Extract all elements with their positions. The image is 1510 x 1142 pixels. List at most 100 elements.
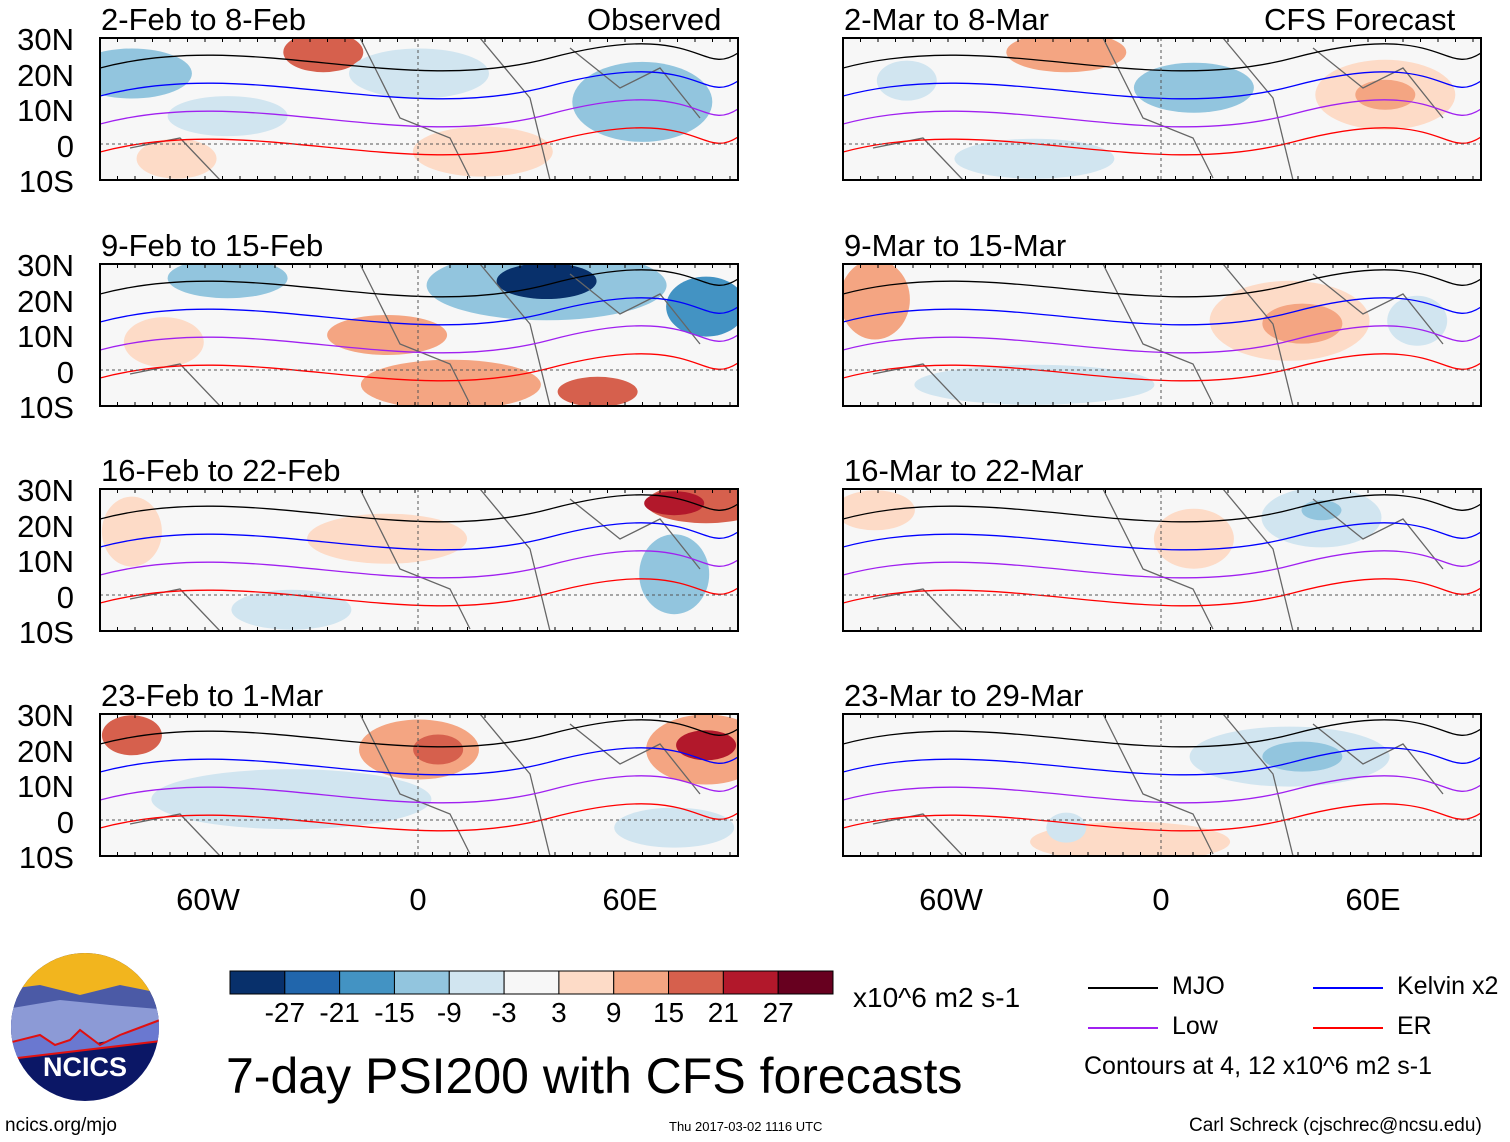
lon-label: 60W [176, 882, 240, 917]
coastline [129, 264, 701, 406]
anomaly-shading [557, 376, 638, 406]
lat-label: 0 [56, 128, 74, 164]
anomaly-shading [843, 490, 915, 531]
lon-label: 0 [409, 882, 427, 917]
coastline [129, 38, 701, 180]
lon-label: 60E [1345, 882, 1401, 917]
map-panel [842, 37, 1482, 181]
anomaly-shading [101, 496, 162, 567]
anomaly-shading [349, 48, 489, 99]
anomaly-shading [954, 138, 1115, 179]
lat-label: 0 [56, 804, 74, 840]
map-panel [842, 263, 1482, 407]
anomaly-shading [1133, 62, 1254, 113]
contour-line [843, 43, 1481, 72]
observed-label: Observed [587, 2, 722, 37]
contour-line [100, 522, 738, 551]
anomaly-shading [100, 48, 192, 99]
footer-url: ncics.org/mjo [5, 1115, 117, 1136]
lat-label: 30N [17, 698, 74, 733]
panel-title: 9-Feb to 15-Feb [101, 228, 324, 263]
contour-line [843, 578, 1481, 607]
contour-line [843, 297, 1481, 326]
anomaly-shading [231, 589, 352, 630]
colorbar-swatch [777, 970, 834, 995]
colorbar-label: -21 [319, 997, 360, 1028]
lon-label: 60E [602, 882, 658, 917]
contour-line [100, 550, 738, 579]
contour-line [100, 127, 738, 156]
anomaly-shading [136, 138, 217, 179]
colorbar-label: 3 [551, 997, 567, 1028]
colorbar-swatch [284, 970, 341, 995]
legend-label: Kelvin x2 [1397, 972, 1499, 1000]
lon-label: 60W [919, 882, 983, 917]
anomaly-shading [412, 126, 553, 177]
anomaly-shading [843, 264, 910, 340]
anomaly-shading [666, 276, 738, 337]
contour-line [843, 71, 1481, 100]
anomaly-shading [151, 769, 432, 830]
contour-line [100, 775, 738, 804]
anomaly-shading [413, 734, 464, 765]
colorbar-label: 9 [605, 997, 622, 1028]
colorbar-swatch [503, 970, 560, 995]
contour-line [843, 494, 1481, 523]
panel-frame [842, 37, 1482, 181]
logo-text: NCICS [43, 1052, 127, 1082]
contour-line [843, 325, 1481, 354]
colorbar-label: 27 [762, 997, 794, 1028]
lat-label: 30N [17, 473, 74, 508]
contour-line [100, 719, 738, 748]
colorbar-label: -15 [374, 997, 415, 1028]
panel-frame [99, 488, 739, 632]
panel-frame [842, 263, 1482, 407]
anomaly-shading [1262, 741, 1343, 772]
panel-title: 9-Mar to 15-Mar [844, 228, 1067, 263]
lat-label: 20N [17, 733, 74, 769]
coastline [872, 714, 1444, 856]
anomaly-shading [639, 534, 710, 615]
panel-title: 2-Feb to 8-Feb [101, 2, 307, 37]
map-background [843, 489, 1481, 631]
colorbar-label: -3 [491, 997, 517, 1028]
anomaly-shading [644, 491, 705, 516]
contour-line [100, 747, 738, 776]
contour-line [100, 353, 738, 382]
contour-line [100, 43, 738, 72]
anomaly-shading [327, 315, 448, 355]
coastline [872, 264, 1444, 406]
contour-line [843, 269, 1481, 298]
contour-line [100, 269, 738, 298]
colorbar-swatch [558, 970, 615, 995]
colorbar-label: 15 [652, 997, 685, 1028]
lat-label: 20N [17, 57, 74, 93]
contour-line [100, 578, 738, 607]
anomaly-shading [123, 317, 204, 368]
legend-label: Low [1172, 1012, 1218, 1040]
contour-line [100, 297, 738, 326]
anomaly-shading [307, 513, 468, 564]
contour-line [100, 71, 738, 100]
colorbar-swatch [613, 970, 670, 995]
figure-title: 7-day PSI200 with CFS forecasts [226, 1048, 963, 1104]
anomaly-shading [283, 38, 364, 73]
panel-title: 16-Mar to 22-Mar [844, 453, 1084, 488]
anomaly-shading [572, 61, 713, 142]
lat-label: 30N [17, 22, 74, 57]
contour-line [100, 325, 738, 354]
colorbar-swatch [229, 970, 286, 995]
anomaly-shading [101, 715, 162, 756]
lat-label: 10N [17, 769, 74, 804]
anomaly-shading [1046, 812, 1087, 843]
forecast-label: CFS Forecast [1264, 2, 1456, 37]
lat-label: 10S [18, 390, 74, 425]
contour-line [843, 775, 1481, 804]
colorbar-swatch [448, 970, 505, 995]
coastline [872, 489, 1444, 631]
anomaly-shading [360, 359, 541, 406]
panel-title: 23-Feb to 1-Mar [101, 678, 324, 713]
map-panel [842, 713, 1482, 857]
anomaly-shading [676, 730, 737, 761]
